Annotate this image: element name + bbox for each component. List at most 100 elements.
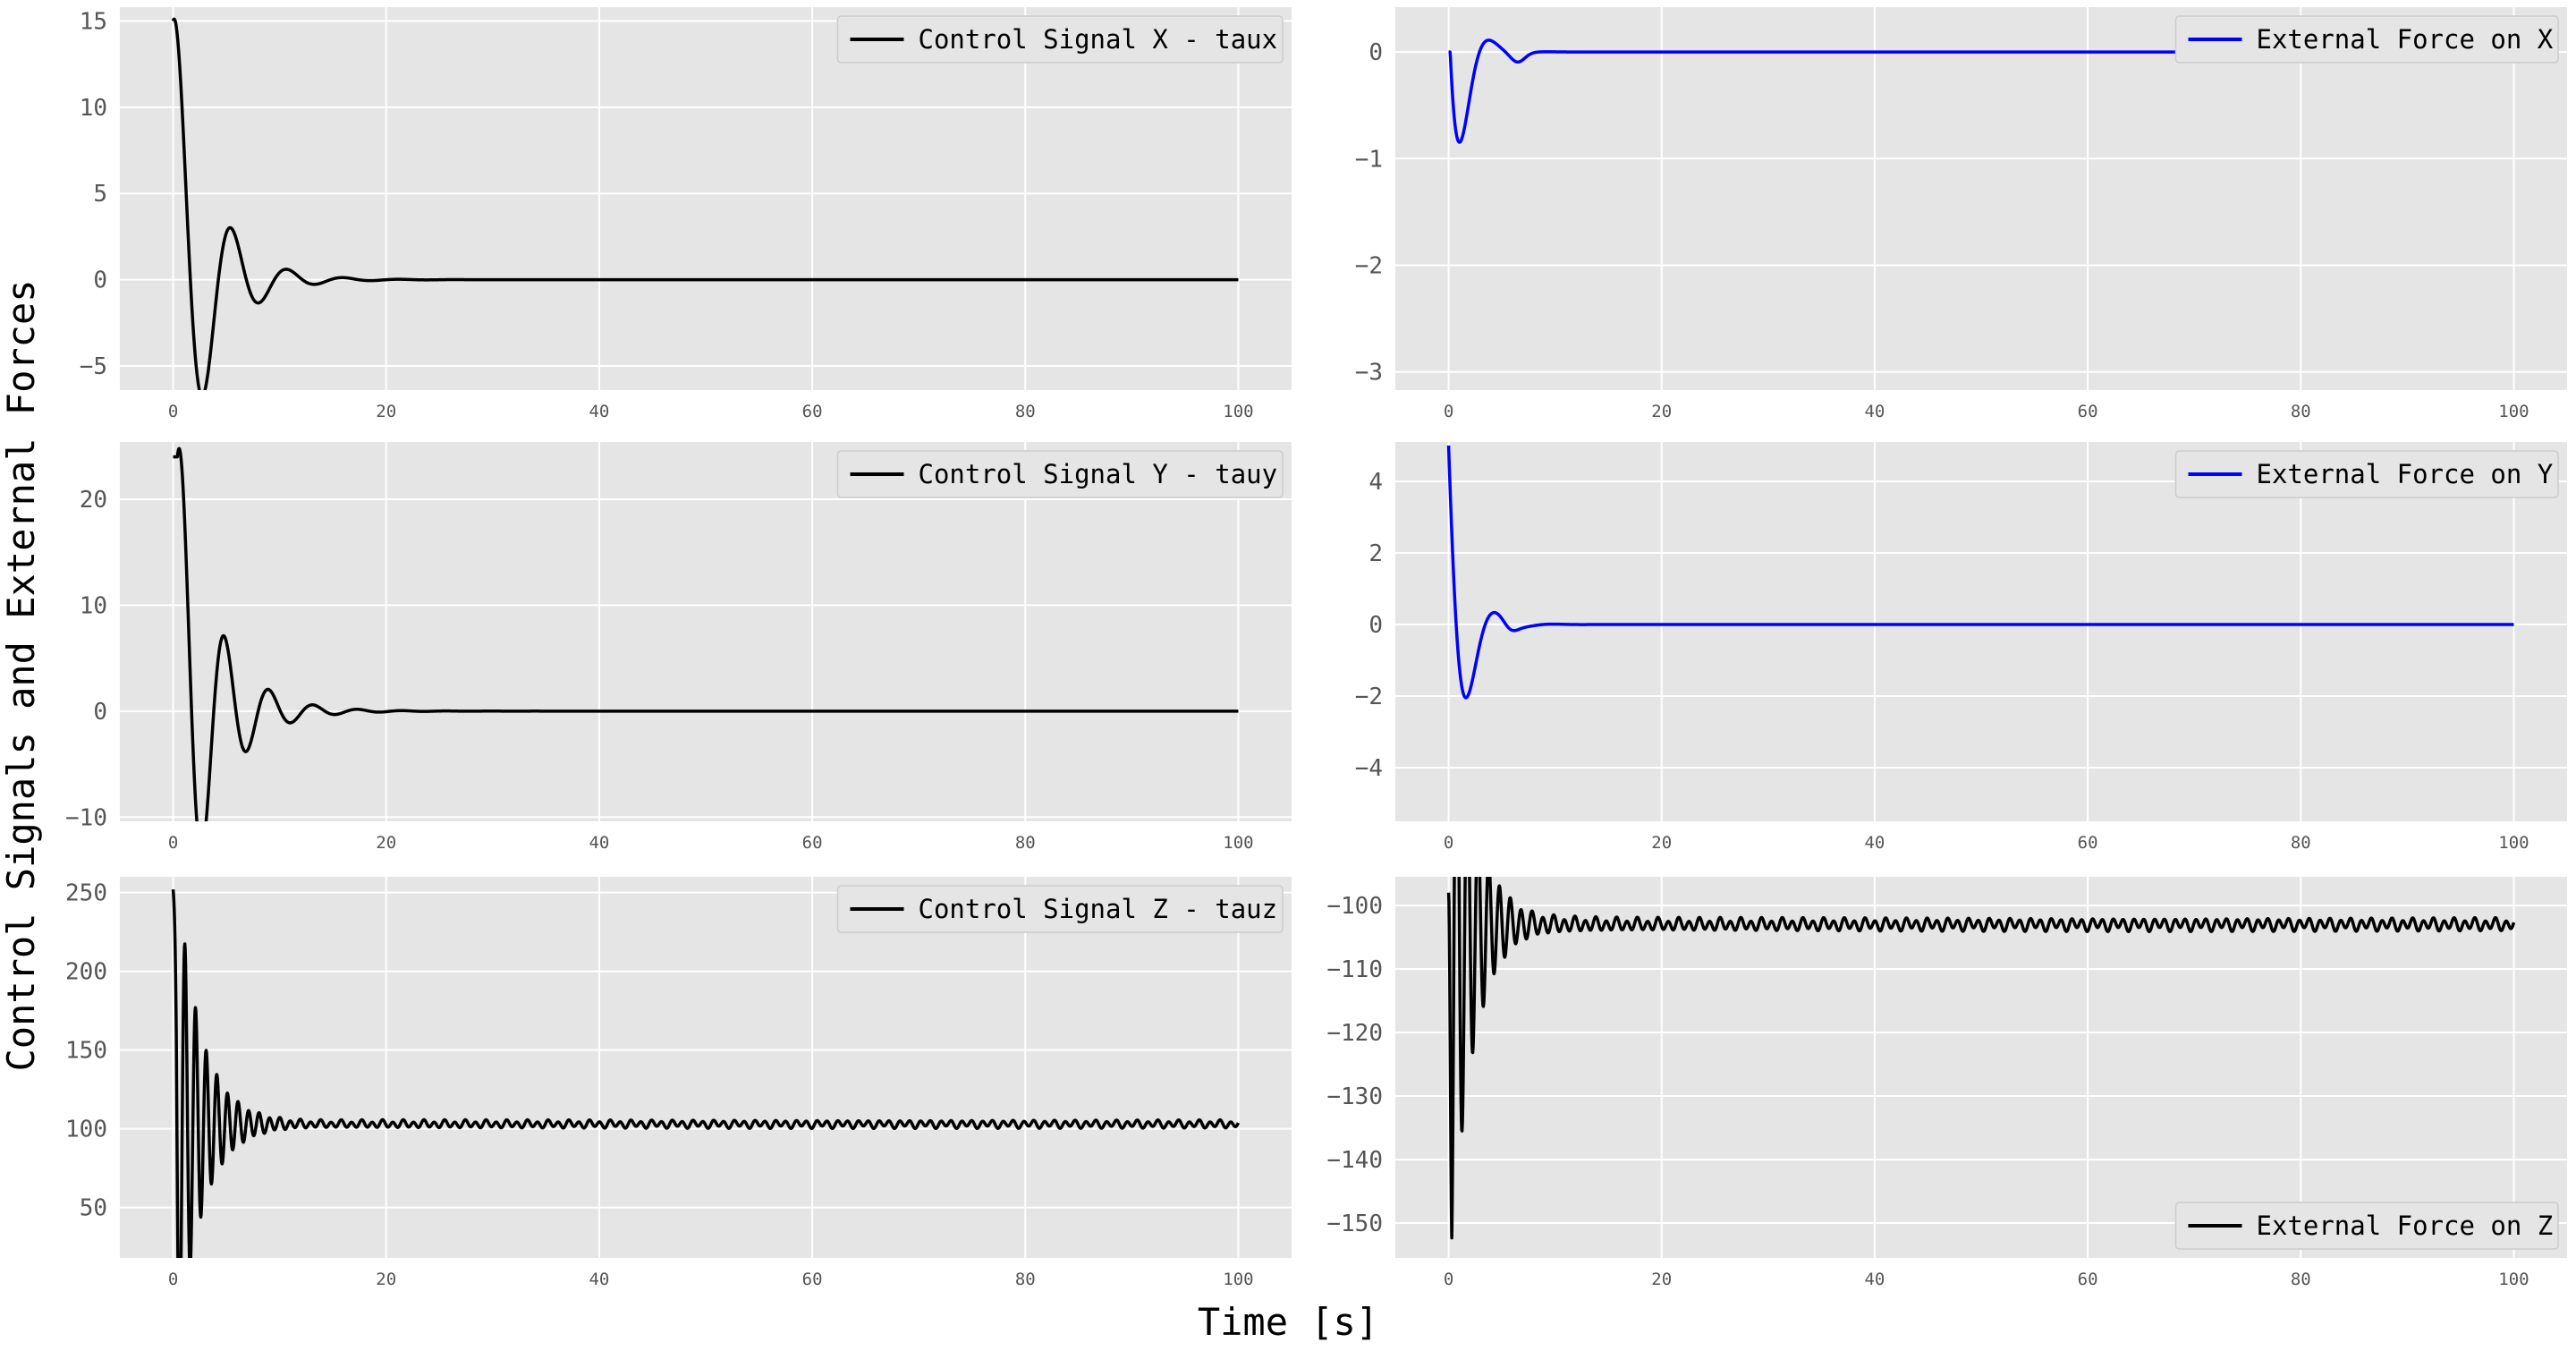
legend-label: Control Signal Z - tauz (919, 894, 1278, 924)
legend-box (836, 885, 1284, 933)
legend-label: Control Signal X - taux (919, 24, 1278, 55)
x-tick-label: 20 (1651, 833, 1672, 853)
plot-background (1395, 877, 2567, 1258)
y-tick-label: −140 (1326, 1147, 1383, 1174)
panel-bottom-left: 0 20 40 60 80 100 50 100 150 200 250 Control Signal… (65, 877, 1292, 1289)
y-tick-label: −4 (1355, 755, 1383, 782)
y-tick-label: −10 (65, 804, 107, 831)
x-tick-label: 0 (168, 1270, 178, 1289)
x-tick-label: 100 (2498, 402, 2529, 421)
panel-middle-left: 0 20 40 60 80 100 −10 0 10 20 Control Signal Y - t… (65, 442, 1292, 853)
legend-box (836, 15, 1284, 64)
figure-xlabel: Time [s] (1198, 1300, 1378, 1344)
x-tick-label: 40 (589, 833, 609, 853)
x-tick-label: 100 (1223, 1270, 1253, 1289)
x-tick-label: 40 (1864, 1270, 1885, 1289)
x-tick-label: 80 (1015, 1270, 1036, 1289)
legend-label: External Force on Z (2257, 1211, 2554, 1241)
x-tick-label: 20 (376, 833, 396, 853)
y-tick-label: −2 (1355, 253, 1383, 280)
y-tick-label: 15 (80, 8, 107, 35)
y-tick-label: −110 (1326, 956, 1383, 983)
x-tick-label: 20 (376, 402, 396, 421)
x-tick-label: 60 (802, 833, 823, 853)
legend: Control Signal Z - tauz (836, 885, 1284, 933)
x-tick-label: 0 (1444, 833, 1453, 853)
legend: External Force on Y (2174, 450, 2559, 498)
x-tick-label: 80 (1015, 402, 1036, 421)
panel-bottom-right: 0 20 40 60 80 100 −150 −140 −130 −120 −110 −100 Exte… (1326, 877, 2567, 1289)
y-tick-label: −5 (80, 353, 107, 380)
y-tick-label: 150 (65, 1038, 107, 1065)
y-tick-label: 200 (65, 959, 107, 986)
x-tick-label: 0 (168, 402, 178, 421)
x-tick-label: 40 (1864, 833, 1885, 853)
legend-box (836, 450, 1284, 498)
x-tick-label: 60 (2078, 833, 2098, 853)
y-tick-label: −100 (1326, 893, 1383, 920)
legend-label: External Force on Y (2257, 459, 2554, 489)
y-tick-label: 0 (1368, 39, 1383, 66)
plot-background (120, 7, 1292, 390)
x-tick-label: 100 (1223, 402, 1253, 421)
plot-background (1395, 7, 2567, 390)
x-tick-label: 20 (376, 1270, 396, 1289)
y-tick-label: 4 (1368, 469, 1383, 496)
y-tick-label: 0 (1368, 612, 1383, 639)
x-tick-label: 100 (2498, 833, 2529, 853)
series-line (172, 446, 1240, 821)
x-tick-label: 80 (2291, 402, 2311, 421)
x-tick-label: 40 (1864, 402, 1885, 421)
legend-label: External Force on X (2257, 24, 2554, 55)
x-tick-label: 100 (1223, 833, 1253, 853)
y-tick-label: −150 (1326, 1211, 1383, 1237)
x-tick-label: 0 (168, 833, 178, 853)
x-tick-label: 80 (2291, 1270, 2311, 1289)
x-tick-label: 40 (589, 1270, 609, 1289)
y-tick-label: −2 (1355, 684, 1383, 710)
x-tick-label: 60 (2078, 1270, 2098, 1289)
panel-top-left: 0 20 40 60 80 100 −5 0 5 10 15 Control Signal X - t… (80, 7, 1292, 421)
legend-box (2174, 1202, 2559, 1250)
y-tick-label: 2 (1368, 540, 1383, 567)
panel-top-right: 0 20 40 60 80 100 −3 −2 −1 0 External Force on X (1355, 7, 2567, 421)
x-tick-label: 0 (1444, 402, 1453, 421)
legend: External Force on X (2174, 15, 2559, 64)
legend-box (2174, 15, 2559, 64)
legend: External Force on Z (2174, 1202, 2559, 1250)
y-tick-label: 20 (80, 487, 107, 514)
series-line (171, 17, 1240, 390)
x-tick-label: 40 (589, 402, 609, 421)
plot-background (120, 877, 1292, 1258)
x-tick-label: 60 (2078, 402, 2098, 421)
series-line (1446, 877, 2516, 1240)
plot-background (120, 442, 1292, 821)
legend-box (2174, 450, 2559, 498)
x-tick-label: 60 (802, 402, 823, 421)
y-tick-label: 10 (80, 592, 107, 619)
y-tick-label: 0 (93, 268, 107, 294)
y-tick-label: −120 (1326, 1020, 1383, 1047)
y-tick-label: −130 (1326, 1083, 1383, 1110)
legend-label: Control Signal Y - tauy (919, 459, 1278, 489)
y-tick-label: 100 (65, 1117, 107, 1143)
x-tick-label: 80 (1015, 833, 1036, 853)
series-line (171, 888, 1241, 1258)
y-tick-label: 250 (65, 880, 107, 907)
figure-ylabel: Control Signals and External Forces (0, 279, 43, 1071)
y-tick-label: 10 (80, 95, 107, 122)
legend: Control Signal Y - tauy (836, 450, 1284, 498)
y-tick-label: −1 (1355, 146, 1383, 173)
x-tick-label: 20 (1651, 1270, 1672, 1289)
x-tick-label: 20 (1651, 402, 1672, 421)
x-tick-label: 0 (1444, 1270, 1453, 1289)
x-tick-label: 60 (802, 1270, 823, 1289)
legend: Control Signal X - taux (836, 15, 1284, 64)
panel-middle-right: 0 20 40 60 80 100 −4 −2 0 2 4 External Force on Y (1355, 442, 2567, 853)
y-tick-label: 5 (93, 181, 107, 208)
x-tick-label: 100 (2498, 1270, 2529, 1289)
series-line (1446, 445, 2515, 700)
y-tick-label: 50 (80, 1195, 107, 1222)
plot-background (1395, 442, 2567, 821)
